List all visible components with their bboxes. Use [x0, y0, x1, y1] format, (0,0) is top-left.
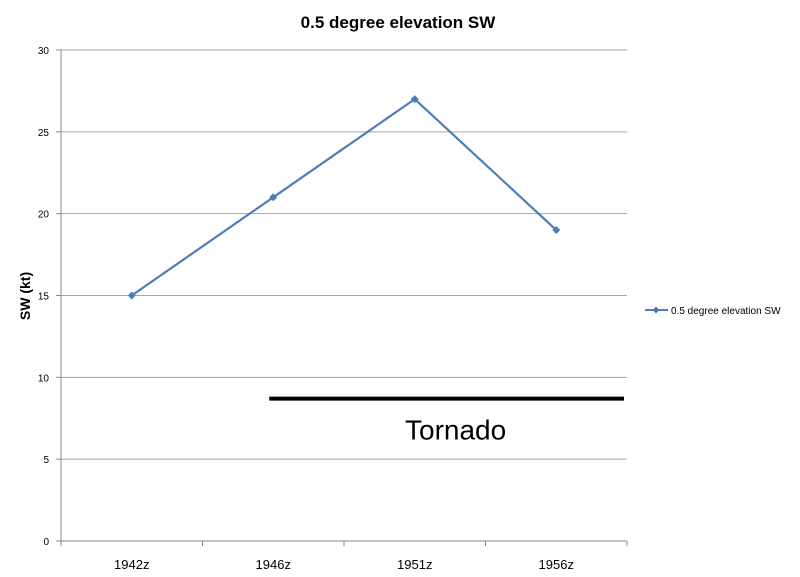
- gridlines: [56, 49, 628, 546]
- y-tick-label: 0: [43, 537, 49, 548]
- y-tick-label: 25: [38, 128, 50, 139]
- y-tick-label: 20: [38, 210, 50, 221]
- legend-swatch-marker: [652, 306, 660, 314]
- y-axis-label: SW (kt): [17, 272, 33, 320]
- x-tick-label: 1946z: [256, 557, 291, 572]
- y-tick-labels: 0 5 10 15 20 25 30: [38, 46, 50, 548]
- legend: 0.5 degree elevation SW: [645, 306, 781, 317]
- chart-title: 0.5 degree elevation SW: [301, 13, 497, 32]
- y-tick-label: 15: [38, 292, 50, 303]
- data-point-marker: [410, 95, 419, 104]
- y-tick-label: 5: [43, 455, 49, 466]
- data-point-marker: [127, 291, 136, 300]
- x-tick-label: 1942z: [114, 557, 149, 572]
- x-tick-label: 1951z: [397, 557, 432, 572]
- x-tick-labels: 1942z 1946z 1951z 1956z: [114, 557, 574, 572]
- data-point-marker: [552, 226, 561, 235]
- y-tick-label: 30: [38, 46, 50, 57]
- y-tick-label: 10: [38, 373, 50, 384]
- legend-entry-label: 0.5 degree elevation SW: [671, 306, 781, 317]
- series-group: [127, 95, 561, 300]
- tornado-label: Tornado: [405, 415, 506, 446]
- data-point-marker: [269, 193, 278, 202]
- x-tick-label: 1956z: [539, 557, 574, 572]
- series-line: [131, 97, 557, 297]
- tornado-annotation: Tornado: [269, 396, 624, 446]
